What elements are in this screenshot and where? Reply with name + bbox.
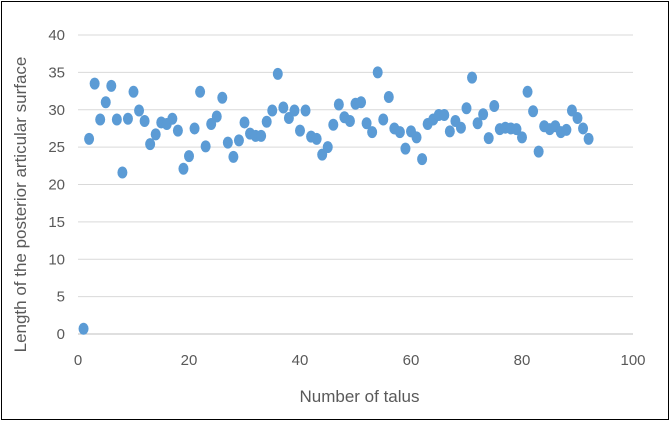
data-point — [267, 104, 278, 117]
data-point — [356, 96, 367, 109]
data-point — [483, 132, 494, 145]
data-point — [78, 322, 89, 335]
data-point — [228, 150, 239, 163]
data-point — [583, 132, 594, 145]
x-tick-label: 40 — [292, 352, 309, 369]
data-point — [372, 66, 383, 79]
data-point — [572, 111, 583, 124]
data-point — [189, 122, 200, 135]
y-tick-label: 40 — [48, 27, 65, 44]
data-point — [311, 132, 322, 145]
data-point — [278, 101, 289, 114]
data-point — [511, 123, 522, 136]
data-point — [322, 141, 333, 154]
data-point — [200, 140, 211, 153]
data-point — [239, 116, 250, 129]
data-point — [195, 85, 206, 98]
data-point — [122, 112, 133, 125]
data-point — [233, 134, 244, 147]
data-point — [150, 128, 161, 141]
data-point — [367, 126, 378, 139]
data-point — [394, 126, 405, 139]
y-tick-label: 30 — [48, 102, 65, 119]
data-point — [84, 132, 95, 145]
data-point — [222, 136, 233, 149]
data-point — [272, 67, 283, 80]
data-point — [472, 117, 483, 130]
data-point — [256, 129, 267, 142]
data-point — [333, 98, 344, 111]
data-point — [400, 142, 411, 155]
data-point — [106, 79, 117, 92]
x-tick-labels: 0 20 40 60 80 100 — [74, 352, 646, 369]
data-point — [128, 85, 139, 98]
data-point — [328, 118, 339, 131]
data-point — [411, 131, 422, 144]
y-tick-label: 35 — [48, 64, 65, 81]
data-point — [217, 91, 228, 104]
data-point — [517, 131, 527, 144]
data-point — [417, 153, 428, 166]
y-tick-label: 10 — [48, 251, 65, 268]
data-point — [178, 162, 189, 175]
data-point — [261, 115, 272, 128]
data-point — [295, 124, 305, 137]
data-point — [89, 77, 100, 90]
data-point — [383, 91, 394, 104]
data-point — [111, 113, 122, 126]
data-point — [561, 123, 572, 136]
y-tick-label: 15 — [48, 214, 65, 231]
data-point — [289, 104, 300, 117]
x-tick-label: 100 — [620, 352, 645, 369]
data-point — [455, 121, 466, 134]
y-tick-label: 5 — [57, 289, 65, 306]
data-point — [172, 124, 183, 137]
data-point — [139, 114, 150, 127]
data-point — [361, 117, 372, 130]
data-point — [578, 122, 589, 135]
data-point — [439, 108, 450, 121]
data-point — [444, 125, 455, 138]
data-point — [528, 105, 539, 118]
data-point — [184, 150, 194, 163]
data-point — [211, 110, 222, 123]
data-point — [489, 100, 500, 113]
y-tick-label: 0 — [57, 326, 65, 343]
data-point — [522, 85, 533, 98]
data-point — [300, 104, 311, 117]
data-point — [461, 102, 472, 115]
data-point — [134, 104, 145, 117]
data-point — [344, 114, 355, 127]
data-point — [378, 113, 389, 126]
data-point — [478, 108, 489, 121]
y-axis-title: Length of the posterior articular surfac… — [11, 57, 30, 353]
data-points — [78, 66, 594, 335]
data-point — [100, 96, 111, 109]
x-tick-label: 60 — [403, 352, 420, 369]
data-point — [95, 113, 106, 126]
gridlines — [78, 34, 633, 298]
data-point — [117, 166, 128, 179]
y-tick-label: 20 — [48, 177, 65, 194]
data-point — [167, 112, 178, 125]
data-point — [533, 145, 544, 158]
data-point — [145, 138, 156, 151]
x-axis-title: Number of talus — [300, 387, 420, 406]
x-tick-label: 20 — [181, 352, 198, 369]
y-tick-label: 25 — [48, 139, 65, 156]
x-tick-label: 0 — [74, 352, 82, 369]
data-point — [467, 71, 478, 84]
x-tick-label: 80 — [514, 352, 531, 369]
y-tick-labels: 0 5 10 15 20 25 30 35 40 — [48, 27, 65, 343]
